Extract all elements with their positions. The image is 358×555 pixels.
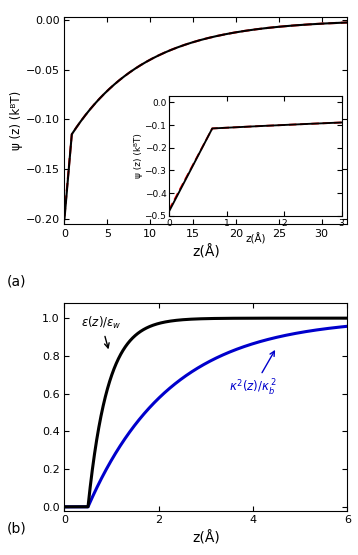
Y-axis label: ψ (z) (kᴮT): ψ (z) (kᴮT) <box>10 91 23 150</box>
Text: $\varepsilon(z)/\varepsilon_w$: $\varepsilon(z)/\varepsilon_w$ <box>81 315 122 348</box>
X-axis label: z(Å): z(Å) <box>192 531 220 546</box>
X-axis label: z(Å): z(Å) <box>192 245 220 259</box>
Text: $\kappa^2(z)/\kappa_b^{\,2}$: $\kappa^2(z)/\kappa_b^{\,2}$ <box>229 351 277 398</box>
Text: (b): (b) <box>7 522 27 536</box>
Text: (a): (a) <box>7 275 26 289</box>
